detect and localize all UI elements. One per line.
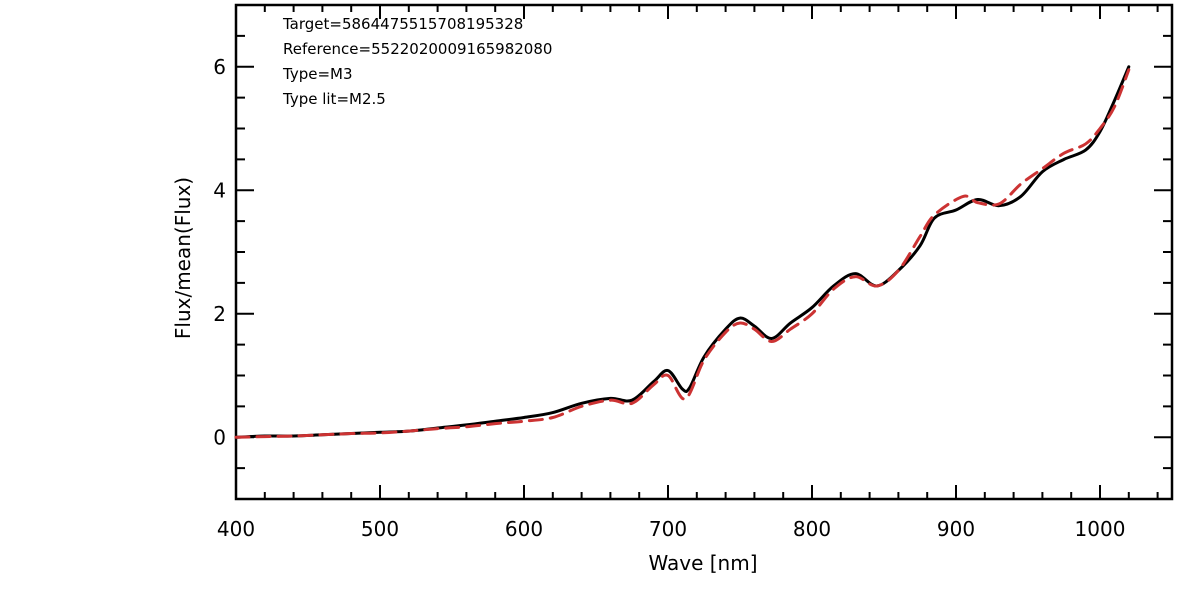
x-tick-label: 800: [793, 517, 831, 541]
x-tick-label: 500: [361, 517, 399, 541]
x-tick-label: 600: [505, 517, 543, 541]
series-line-target: [234, 65, 1131, 439]
annotation-type: Type=M3: [282, 65, 353, 83]
annotation-target: Target=5864475515708195328: [282, 15, 523, 33]
x-axis-label: Wave [nm]: [648, 551, 757, 575]
series-line-reference: [234, 68, 1131, 439]
y-tick-labels: 0 2 4 6: [213, 55, 226, 450]
plot-frame: [234, 3, 1174, 501]
x-tick-label: 400: [217, 517, 255, 541]
annotation-reference: Reference=5522020009165982080: [283, 40, 552, 58]
y-axis-label: Flux/mean(Flux): [171, 177, 195, 339]
y-tick-label: 2: [213, 302, 226, 326]
axis-ticks: [235, 4, 1172, 500]
y-tick-label: 4: [213, 178, 226, 202]
y-tick-label: 0: [213, 425, 226, 449]
annotation-type-lit: Type lit=M2.5: [282, 90, 386, 108]
series-layer: [234, 65, 1131, 439]
x-tick-label: 1000: [1075, 517, 1126, 541]
x-tick-labels: 400 500 600 700 800 900 1000: [217, 517, 1126, 541]
x-tick-label: 900: [937, 517, 975, 541]
y-tick-label: 6: [213, 55, 226, 79]
x-tick-label: 700: [649, 517, 687, 541]
annotation-block: Target=5864475515708195328 Reference=552…: [282, 15, 552, 108]
